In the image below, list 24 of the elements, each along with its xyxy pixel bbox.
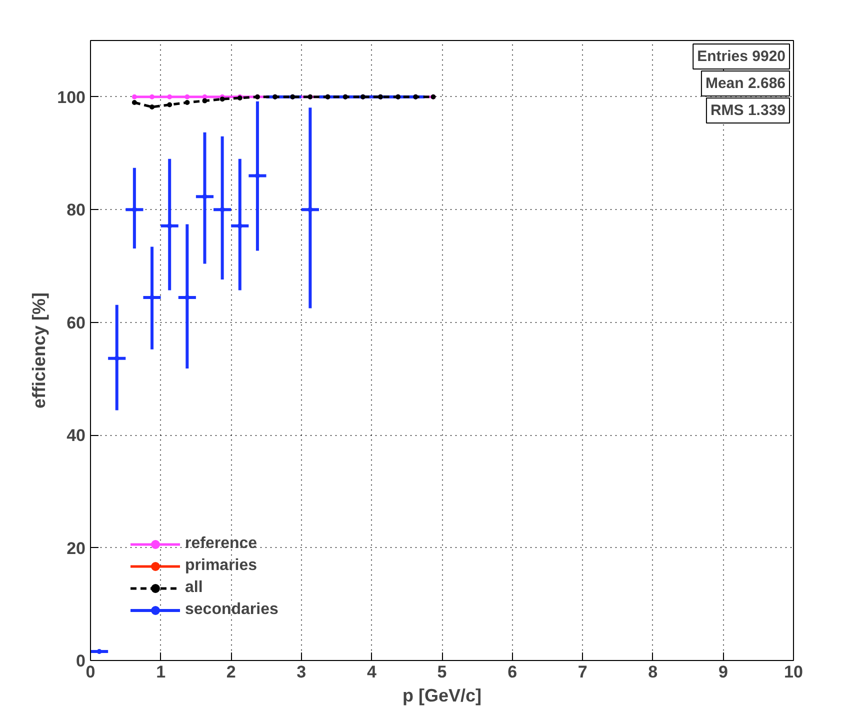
x-tick-label: 10 xyxy=(784,662,803,682)
legend-label: secondaries xyxy=(185,601,278,619)
x-tick-label: 1 xyxy=(156,662,166,682)
x-tick-label: 6 xyxy=(508,662,518,682)
x-axis-title: p [GeV/c] xyxy=(402,686,482,706)
y-tick-label: 40 xyxy=(66,426,86,446)
x-tick-label: 2 xyxy=(226,662,236,682)
annotation: RMS 1.339 xyxy=(710,102,786,119)
legend-label: all xyxy=(185,579,204,597)
annotation: Entries 9920 xyxy=(697,48,786,65)
x-tick-label: 7 xyxy=(578,662,588,682)
x-tick-label: 4 xyxy=(366,662,377,682)
y-tick-label: 80 xyxy=(66,200,86,220)
x-tick-label: 5 xyxy=(437,662,447,682)
legend-label: reference xyxy=(185,535,258,553)
annotation: Mean 2.686 xyxy=(705,75,786,92)
x-tick-label: 9 xyxy=(718,662,728,682)
y-tick-label: 20 xyxy=(66,538,86,558)
y-tick-label: 100 xyxy=(57,88,86,107)
legend-label: primaries xyxy=(185,557,258,575)
y-axis-title: efficiency [%] xyxy=(29,292,50,409)
x-tick-label: 3 xyxy=(296,662,306,682)
x-tick-label: 8 xyxy=(648,662,658,682)
y-tick-label: 60 xyxy=(66,313,86,332)
